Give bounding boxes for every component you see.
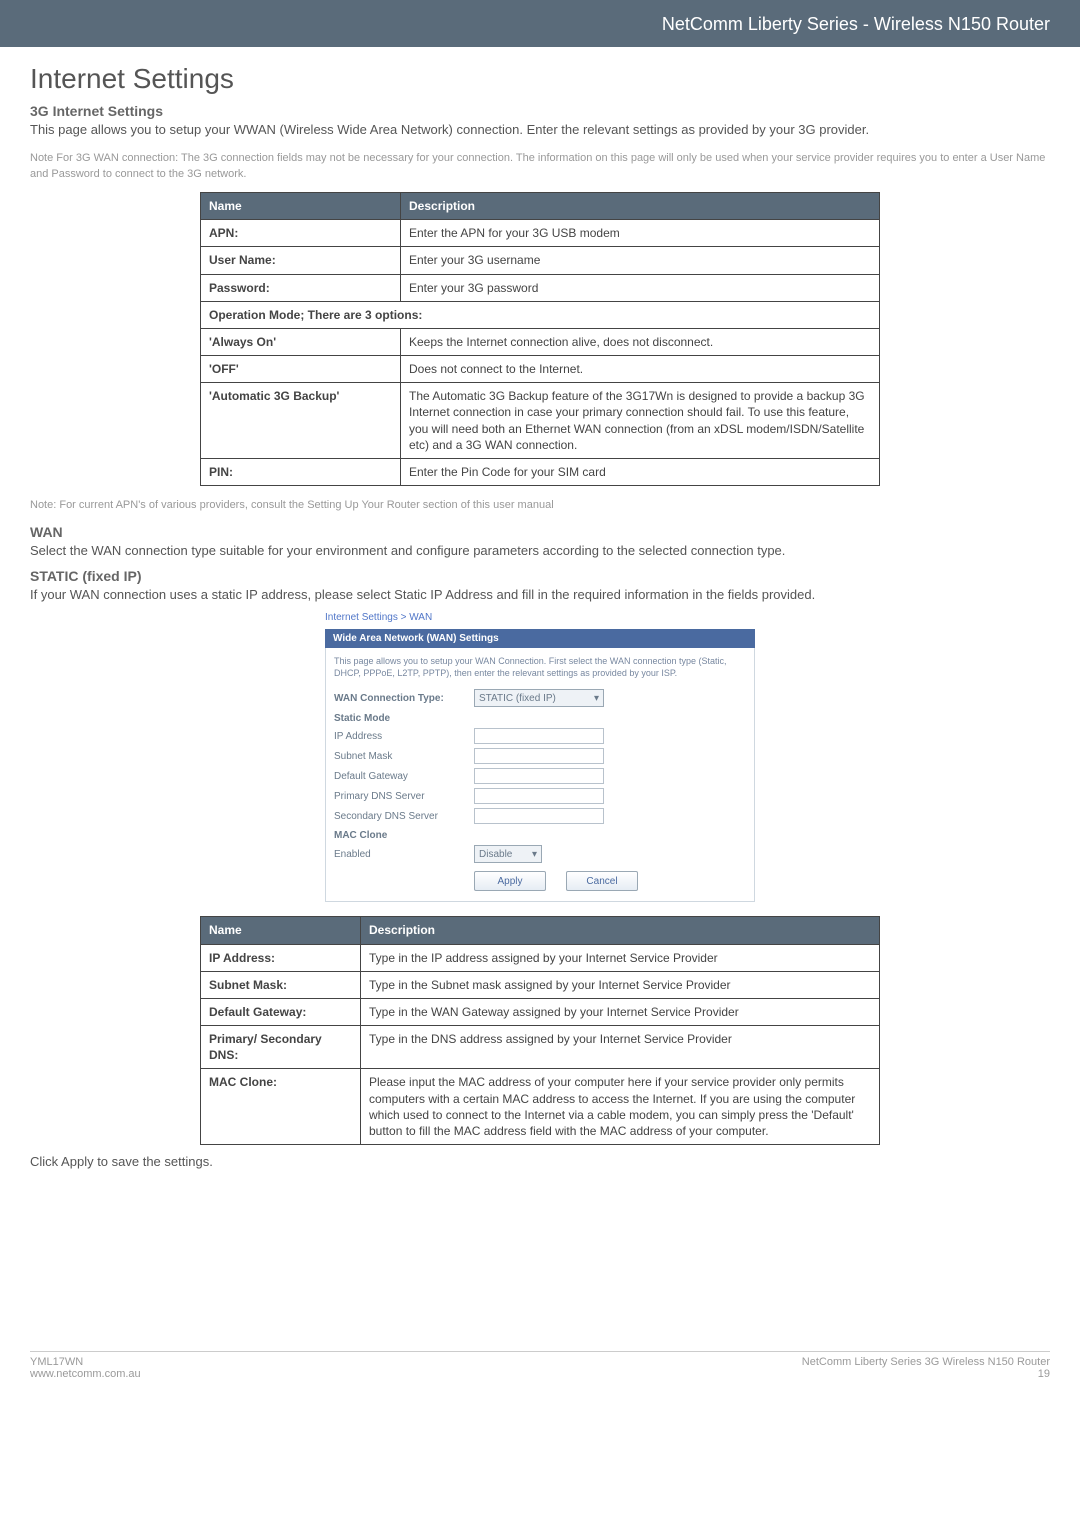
cell-desc: Type in the WAN Gateway assigned by your… <box>361 998 880 1025</box>
input-gateway[interactable] <box>474 768 604 784</box>
breadcrumb: Internet Settings > WAN <box>325 612 755 623</box>
cell-desc: Enter your 3G username <box>401 247 880 274</box>
th-name: Name <box>201 192 401 219</box>
input-subnet[interactable] <box>474 748 604 764</box>
input-ip[interactable] <box>474 728 604 744</box>
closing-text: Click Apply to save the settings. <box>30 1153 1050 1171</box>
footer-left: YML17WN www.netcomm.com.au <box>30 1356 141 1380</box>
intro-static: If your WAN connection uses a static IP … <box>30 586 1050 604</box>
subhead-wan: WAN <box>30 524 1050 540</box>
th-name: Name <box>201 917 361 944</box>
cell-span: Operation Mode; There are 3 options: <box>201 301 880 328</box>
cell-name: IP Address: <box>201 944 361 971</box>
panel-body: This page allows you to setup your WAN C… <box>325 648 755 902</box>
label-pdns: Primary DNS Server <box>334 791 474 802</box>
apply-button[interactable]: Apply <box>474 871 546 891</box>
select-value: STATIC (fixed IP) <box>479 693 556 704</box>
cell-desc: The Automatic 3G Backup feature of the 3… <box>401 383 880 459</box>
panel-title: Wide Area Network (WAN) Settings <box>325 629 755 648</box>
cell-desc: Enter the Pin Code for your SIM card <box>401 459 880 486</box>
cell-name: 'OFF' <box>201 356 401 383</box>
section-mac-clone: MAC Clone <box>334 830 746 841</box>
intro-3g: This page allows you to setup your WWAN … <box>30 121 1050 139</box>
table-wan: Name Description IP Address:Type in the … <box>200 916 880 1145</box>
cell-name: MAC Clone: <box>201 1069 361 1145</box>
footer-model: YML17WN <box>30 1356 141 1368</box>
label-enabled: Enabled <box>334 849 474 860</box>
cell-name: Primary/ Secondary DNS: <box>201 1026 361 1069</box>
content: Internet Settings 3G Internet Settings T… <box>0 47 1080 1171</box>
label-ip: IP Address <box>334 731 474 742</box>
select-conn-type[interactable]: STATIC (fixed IP) ▾ <box>474 689 604 707</box>
apply-label: Apply <box>497 876 522 887</box>
th-desc: Description <box>401 192 880 219</box>
cancel-label: Cancel <box>586 876 617 887</box>
footer: YML17WN www.netcomm.com.au NetComm Liber… <box>30 1351 1050 1400</box>
cell-name: 'Always On' <box>201 328 401 355</box>
doc-header-title: NetComm Liberty Series - Wireless N150 R… <box>662 14 1050 34</box>
label-gateway: Default Gateway <box>334 771 474 782</box>
doc-header: NetComm Liberty Series - Wireless N150 R… <box>0 0 1080 47</box>
cell-name: User Name: <box>201 247 401 274</box>
screenshot-wan-settings: Internet Settings > WAN Wide Area Networ… <box>325 612 755 902</box>
select-enabled[interactable]: Disable ▾ <box>474 845 542 863</box>
footer-right: NetComm Liberty Series 3G Wireless N150 … <box>802 1356 1050 1380</box>
cell-name: Default Gateway: <box>201 998 361 1025</box>
section-static-mode: Static Mode <box>334 713 746 724</box>
input-pdns[interactable] <box>474 788 604 804</box>
cell-desc: Please input the MAC address of your com… <box>361 1069 880 1145</box>
table-3g: Name Description APN:Enter the APN for y… <box>200 192 880 486</box>
th-desc: Description <box>361 917 880 944</box>
cell-desc: Enter the APN for your 3G USB modem <box>401 220 880 247</box>
cell-name: 'Automatic 3G Backup' <box>201 383 401 459</box>
footer-product: NetComm Liberty Series 3G Wireless N150 … <box>802 1356 1050 1368</box>
cell-desc: Keeps the Internet connection alive, doe… <box>401 328 880 355</box>
footer-page: 19 <box>802 1368 1050 1380</box>
page-title: Internet Settings <box>30 63 1050 95</box>
note-3g: Note For 3G WAN connection: The 3G conne… <box>30 151 1050 182</box>
label-sdns: Secondary DNS Server <box>334 811 474 822</box>
subhead-static: STATIC (fixed IP) <box>30 568 1050 584</box>
input-sdns[interactable] <box>474 808 604 824</box>
select-value: Disable <box>479 849 512 860</box>
cell-desc: Enter your 3G password <box>401 274 880 301</box>
cell-name: APN: <box>201 220 401 247</box>
cell-desc: Type in the IP address assigned by your … <box>361 944 880 971</box>
panel-intro: This page allows you to setup your WAN C… <box>334 656 746 679</box>
intro-wan: Select the WAN connection type suitable … <box>30 542 1050 560</box>
cell-desc: Type in the Subnet mask assigned by your… <box>361 971 880 998</box>
cell-name: Subnet Mask: <box>201 971 361 998</box>
note-apn: Note: For current APN's of various provi… <box>30 498 1050 513</box>
cancel-button[interactable]: Cancel <box>566 871 638 891</box>
chevron-down-icon: ▾ <box>594 693 599 704</box>
label-conn-type: WAN Connection Type: <box>334 693 474 704</box>
footer-url: www.netcomm.com.au <box>30 1368 141 1380</box>
subhead-3g: 3G Internet Settings <box>30 103 1050 119</box>
label-subnet: Subnet Mask <box>334 751 474 762</box>
cell-desc: Type in the DNS address assigned by your… <box>361 1026 880 1069</box>
cell-name: Password: <box>201 274 401 301</box>
chevron-down-icon: ▾ <box>532 849 537 860</box>
cell-desc: Does not connect to the Internet. <box>401 356 880 383</box>
cell-name: PIN: <box>201 459 401 486</box>
